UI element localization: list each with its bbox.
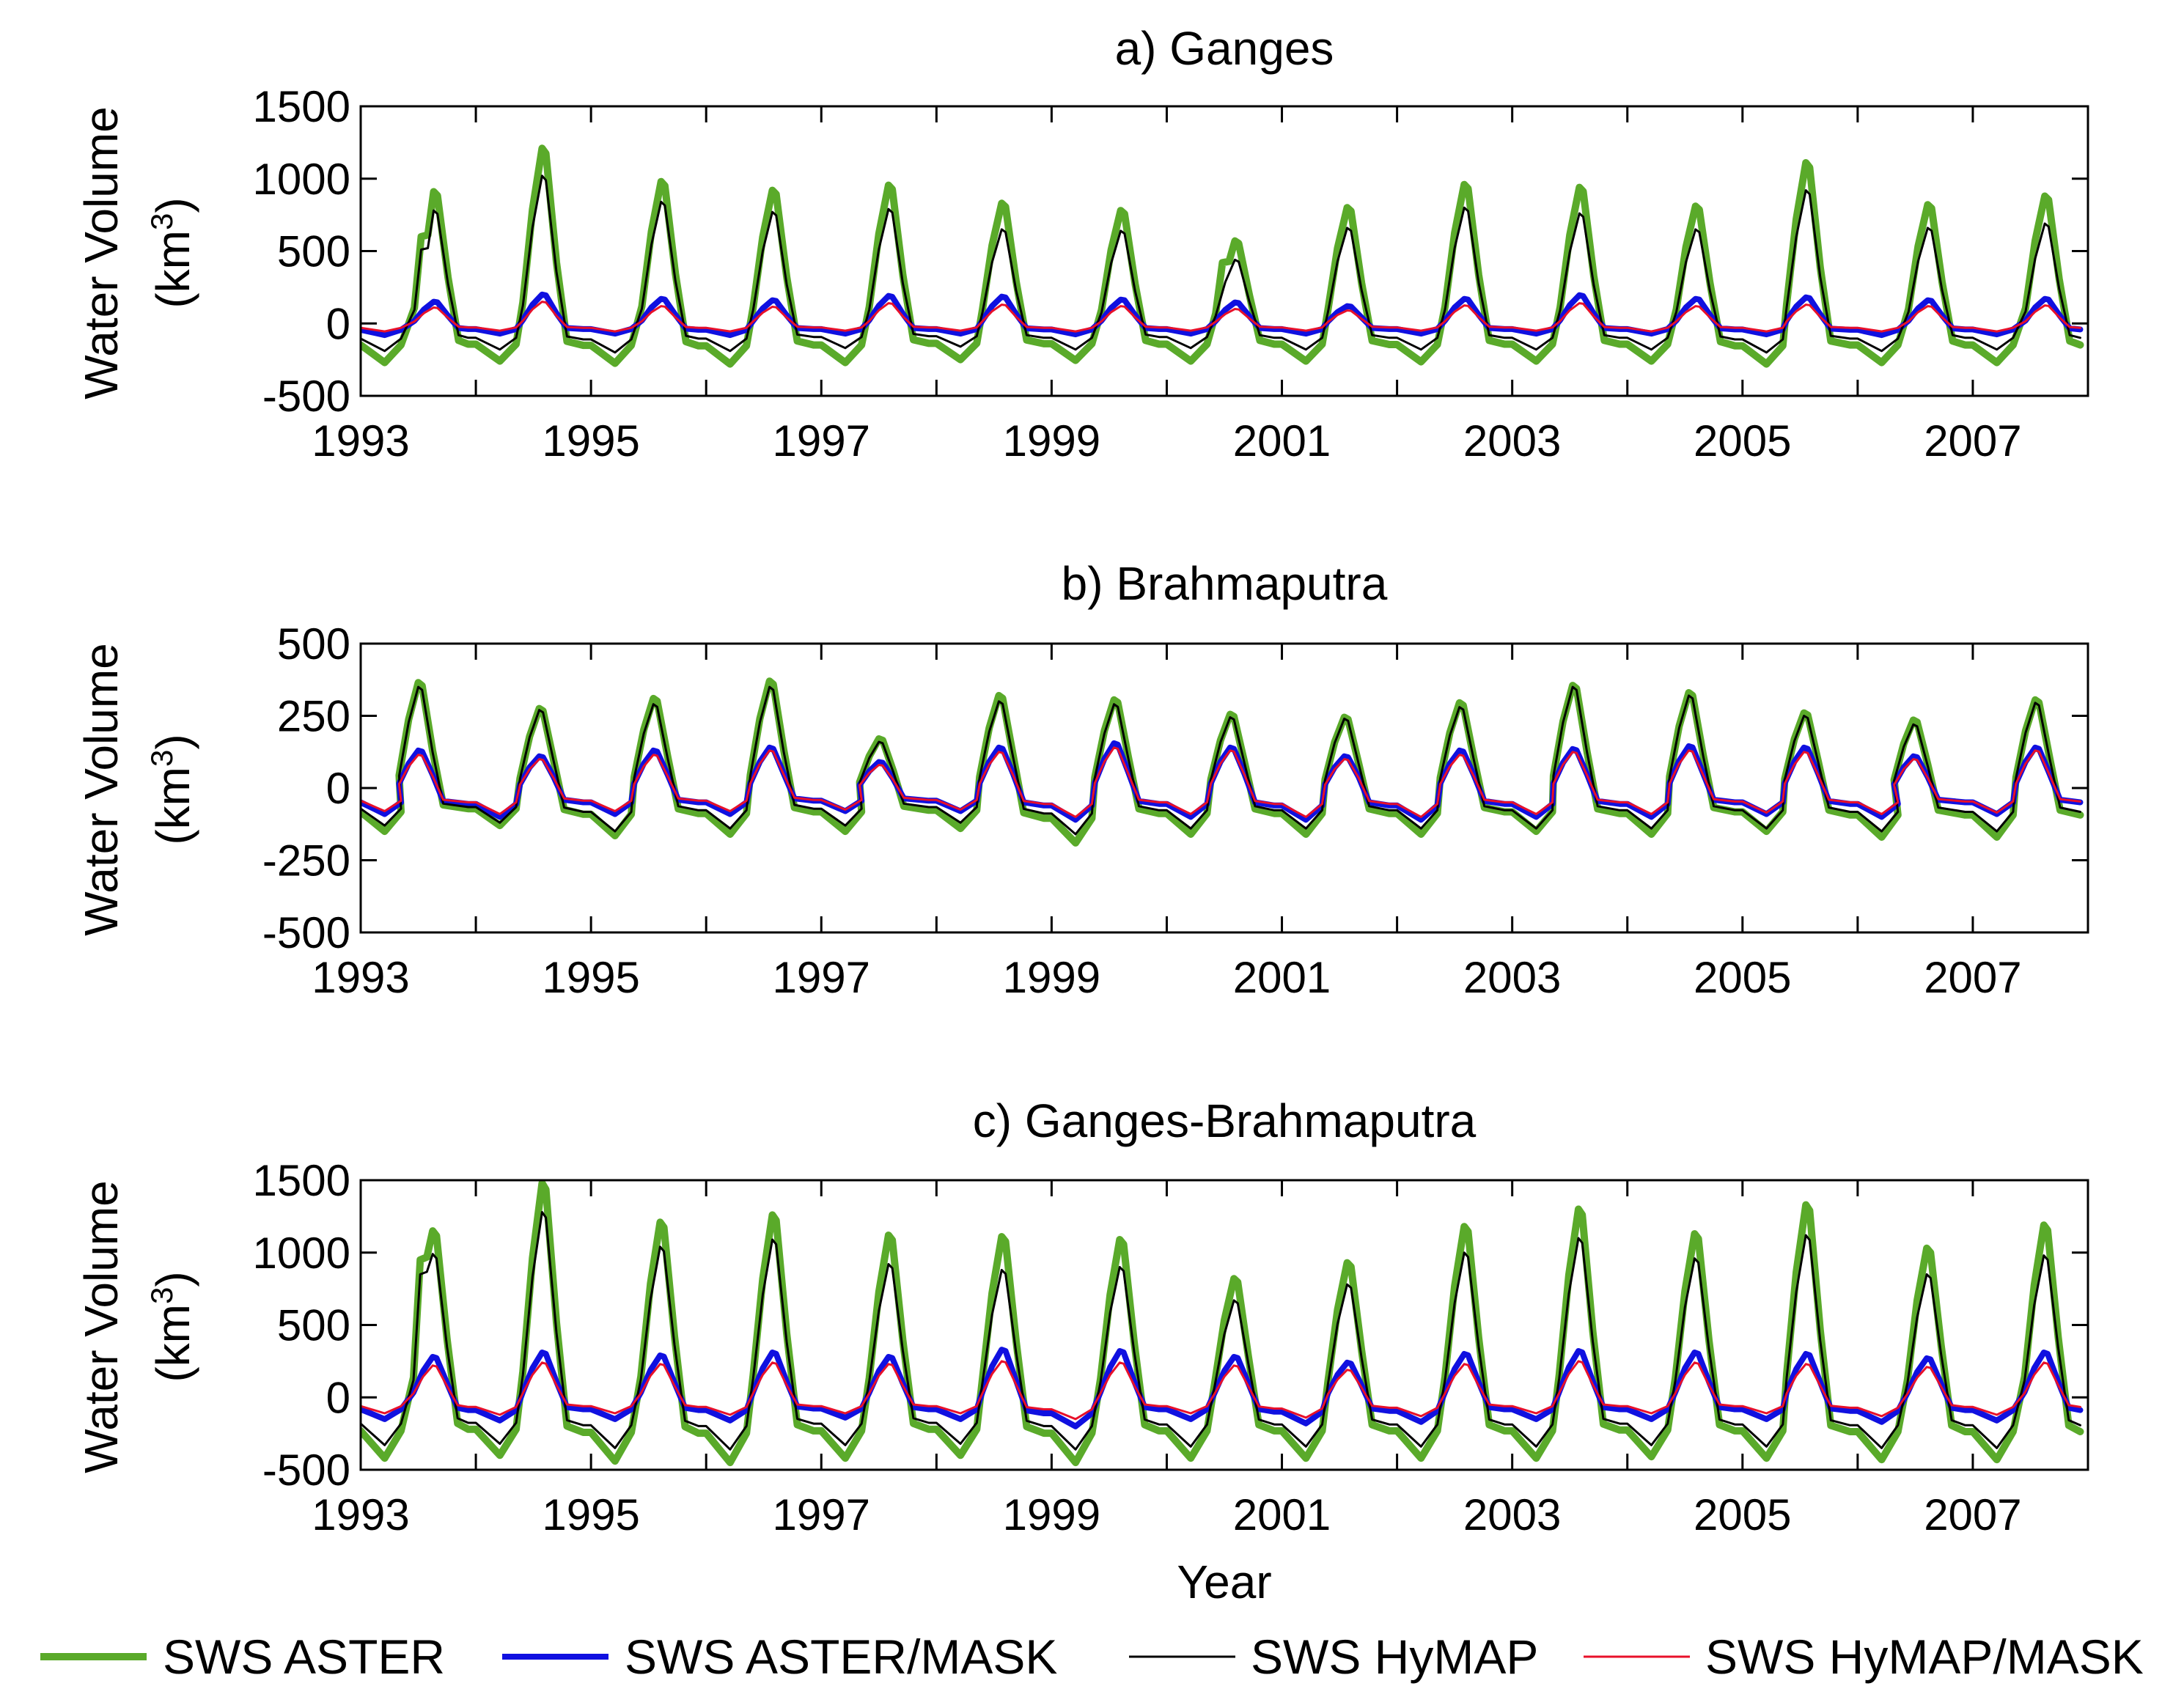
x-tick-label: 2005 [1694, 1490, 1791, 1539]
y-axis-unit: (km3) [144, 1271, 200, 1382]
series-line-aster [361, 1180, 2084, 1467]
x-axis-label: Year [1177, 1556, 1271, 1608]
unit-exponent: 3 [144, 750, 179, 767]
y-tick-label: 0 [326, 764, 350, 813]
panel-ganges: a) Ganges Water Volume (km3) 1993 1995 199… [75, 22, 2089, 465]
x-tick-label: 1999 [1003, 416, 1100, 465]
x-tick-label: 2007 [1924, 416, 2021, 465]
series-line-hymap [361, 1211, 2081, 1451]
legend-label-aster-mask: SWS ASTER/MASK [625, 1630, 1057, 1684]
x-tick-label: 1999 [1003, 1490, 1100, 1539]
series-line-hymap-mask [361, 746, 2081, 818]
x-tick-label: 2003 [1463, 416, 1561, 465]
plot-area: 1993 1995 1997 1999 2001 2003 2005 2007 -500 -250… [262, 619, 2089, 1002]
x-tick-label: 1997 [773, 416, 870, 465]
y-tick-label: 500 [277, 619, 350, 669]
x-tick-label: 1995 [542, 953, 639, 1002]
y-tick-label: 1500 [253, 82, 350, 131]
x-tick-label: 1999 [1003, 953, 1100, 1002]
series-lines [361, 677, 2084, 847]
legend-label-hymap-mask: SWS HyMAP/MASK [1705, 1630, 2144, 1684]
legend: SWS ASTER SWS ASTER/MASK SWS HyMAP SWS H… [40, 1630, 2144, 1684]
y-axis-label-text: Water Volume [75, 1180, 128, 1473]
x-tick-label: 2001 [1233, 416, 1331, 465]
series-line-hymap-mask [361, 1360, 2081, 1421]
y-tick-label: 500 [277, 1301, 350, 1350]
plot-area: 1993 1995 1997 1999 2001 2003 2005 2007 -500 0 500… [253, 82, 2089, 465]
y-axis-unit-text: (km3) [144, 734, 200, 844]
y-tick-label: 0 [326, 299, 350, 348]
y-tick-label: 0 [326, 1373, 350, 1422]
legend-label-hymap: SWS HyMAP [1251, 1630, 1538, 1684]
y-tick-label: -500 [262, 1446, 350, 1495]
y-axis-label-text: Water Volume [75, 643, 128, 936]
series-line-hymap-mask [361, 301, 2081, 333]
series-line-hymap [361, 685, 2081, 836]
plot-frame [359, 105, 2089, 397]
x-tick-label: 2003 [1463, 953, 1561, 1002]
x-tick-label: 1997 [773, 953, 870, 1002]
x-tick-label: 2007 [1924, 1490, 2021, 1539]
y-axis-unit: (km3) [144, 734, 200, 844]
x-tick-label: 1995 [542, 1490, 639, 1539]
y-tick-label: 500 [277, 227, 350, 276]
y-tick-label: 1500 [253, 1156, 350, 1205]
x-tick-label: 2001 [1233, 953, 1331, 1002]
y-axis-unit-text: (km3) [144, 197, 200, 308]
y-tick-label: 1000 [253, 155, 350, 204]
x-tick-label: 1993 [312, 416, 409, 465]
legend-label-aster: SWS ASTER [163, 1630, 445, 1684]
series-line-aster [361, 144, 2084, 368]
y-axis-label: Water Volume [75, 643, 128, 936]
panel-title: c) Ganges-Brahmaputra [973, 1094, 1477, 1147]
panel-brahmaputra: b) Brahmaputra Water Volume (km3) 1993 19… [75, 557, 2089, 1002]
x-tick-label: 2005 [1694, 953, 1791, 1002]
x-tick-label: 1993 [312, 1490, 409, 1539]
series-line-aster-mask [361, 291, 2084, 339]
y-tick-label: 250 [277, 692, 350, 741]
x-tick-label: 2001 [1233, 1490, 1331, 1539]
panel-title: b) Brahmaputra [1062, 557, 1388, 610]
y-axis-label: Water Volume [75, 1180, 128, 1473]
plot-area: 1993 1995 1997 1999 2001 2003 2005 2007 -500 0 500… [253, 1156, 2089, 1539]
plot-frame [359, 642, 2089, 934]
series-lines [361, 1180, 2084, 1467]
y-axis-label-text: Water Volume [75, 106, 128, 400]
series-line-hymap [361, 174, 2081, 354]
y-axis-unit-text: (km3) [144, 1271, 200, 1382]
unit-exponent: 3 [144, 1287, 179, 1304]
y-tick-label: 1000 [253, 1229, 350, 1278]
y-axis-unit: (km3) [144, 197, 200, 308]
x-tick-label: 2005 [1694, 416, 1791, 465]
y-tick-label: -500 [262, 372, 350, 421]
x-tick-label: 2007 [1924, 953, 2021, 1002]
panel-ganges-brahmaputra: c) Ganges-Brahmaputra Water Volume (km3)… [75, 1094, 2089, 1539]
x-tick-label: 2003 [1463, 1490, 1561, 1539]
unit-exponent: 3 [144, 213, 179, 230]
x-tick-label: 1993 [312, 953, 409, 1002]
series-lines [361, 144, 2084, 368]
y-tick-label: -500 [262, 908, 350, 957]
y-tick-label: -250 [262, 836, 350, 886]
panel-title: a) Ganges [1115, 22, 1334, 75]
y-axis-label: Water Volume [75, 106, 128, 400]
series-line-aster-mask [361, 740, 2084, 823]
series-line-aster-mask [361, 1347, 2084, 1429]
x-tick-label: 1995 [542, 416, 639, 465]
x-tick-label: 1997 [773, 1490, 870, 1539]
